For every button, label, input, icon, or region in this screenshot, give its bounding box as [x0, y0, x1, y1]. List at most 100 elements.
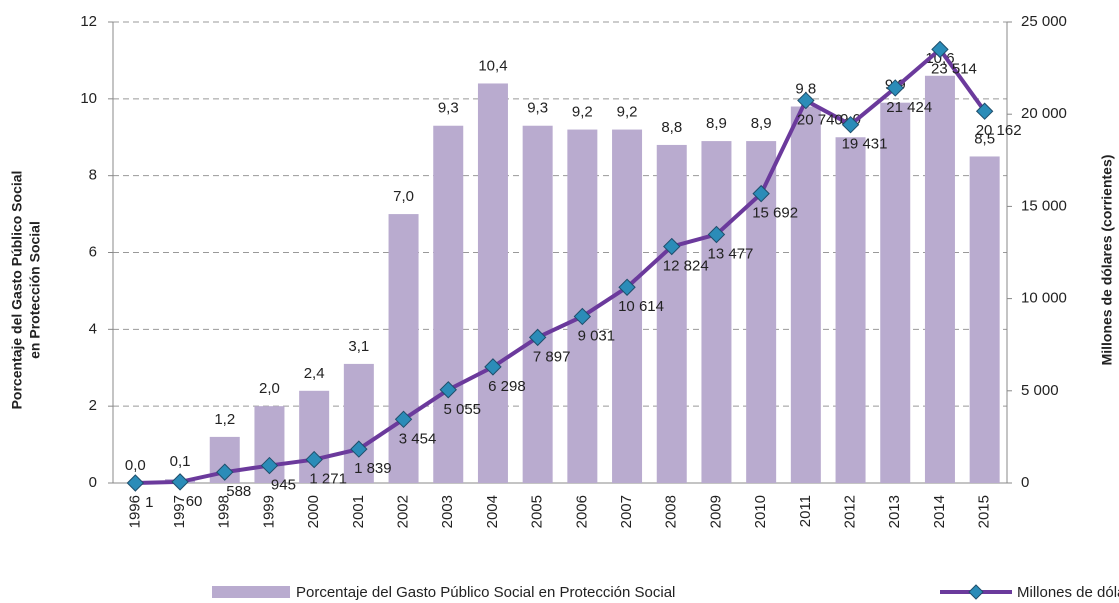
bar-value-label: 9,3 [527, 100, 548, 117]
y-tick-label: 10 [80, 90, 97, 107]
x-tick-label: 1997 [171, 495, 188, 528]
bar-value-label: 2,0 [259, 380, 280, 397]
x-tick-label: 2006 [573, 495, 590, 528]
line-marker [573, 307, 592, 326]
y-tick-label: 6 [89, 243, 97, 260]
x-tick-label: 2002 [395, 495, 412, 528]
y2-tick-label: 5 000 [1021, 382, 1059, 399]
line-value-label: 7 897 [533, 348, 571, 365]
line-value-label: 1 839 [354, 460, 392, 477]
line-marker [663, 237, 681, 256]
line-value-label: 20 162 [976, 122, 1022, 139]
bar [522, 125, 553, 483]
line-value-label: 5 055 [443, 401, 481, 418]
legend-swatch [968, 584, 984, 600]
line-value-label: 1 271 [309, 471, 347, 488]
x-tick-label: 2005 [529, 495, 546, 528]
bar [388, 214, 419, 484]
x-tick-label: 2000 [305, 495, 322, 528]
line-marker [618, 278, 636, 296]
bar [969, 156, 1000, 484]
line-value-label: 15 692 [752, 205, 798, 222]
bar-value-label: 2,4 [304, 365, 325, 382]
line-value-label: 21 424 [886, 99, 932, 116]
bar [924, 75, 955, 484]
y2-axis-title: Millones de dólares (corrientes) [1099, 155, 1115, 366]
bar-value-label: 8,9 [706, 115, 727, 132]
bar-value-label: 0,1 [170, 453, 191, 470]
x-tick-label: 2007 [618, 495, 635, 528]
line-marker [931, 40, 949, 59]
line-value-label: 20 740 [797, 112, 843, 129]
x-tick-label: 2004 [484, 495, 501, 528]
y-tick-label: 2 [89, 397, 97, 414]
line-marker [707, 225, 726, 244]
x-tick-label: 2003 [439, 495, 456, 528]
line-value-label: 1 [145, 494, 153, 511]
y2-tick-label: 15 000 [1021, 197, 1067, 214]
line-value-label: 588 [226, 483, 251, 500]
bar-value-label: 10,4 [478, 57, 507, 74]
bar [477, 83, 508, 483]
y-tick-label: 4 [89, 320, 97, 337]
line-marker [260, 456, 279, 475]
line-value-label: 6 298 [488, 378, 526, 395]
line-marker [528, 328, 547, 347]
line-value-label: 19 431 [842, 136, 888, 153]
line-value-label: 3 454 [399, 430, 437, 447]
y2-tick-label: 0 [1021, 474, 1029, 491]
legend-label: Millones de dólares [1017, 584, 1119, 601]
line-value-label: 23 514 [931, 60, 977, 77]
line-marker [305, 450, 323, 469]
line-marker [841, 115, 860, 134]
bar-value-label: 9,3 [438, 100, 459, 117]
bar [299, 390, 330, 483]
line-marker [797, 91, 815, 110]
bar [835, 137, 866, 483]
x-tick-label: 2008 [663, 495, 680, 528]
y-tick-label: 12 [80, 13, 97, 30]
line-value-label: 13 477 [708, 245, 754, 262]
x-tick-label: 2013 [886, 495, 903, 528]
line-value-label: 9 031 [578, 327, 616, 344]
bar-value-label: 3,1 [348, 338, 369, 355]
y-axis-title: en Protección Social [27, 221, 43, 359]
line-marker [171, 473, 189, 491]
x-tick-label: 2011 [797, 495, 814, 527]
x-tick-label: 1998 [216, 495, 233, 528]
y2-tick-label: 10 000 [1021, 290, 1067, 307]
line-value-label: 945 [271, 477, 296, 494]
bar-value-label: 7,0 [393, 188, 414, 205]
bar [612, 129, 643, 484]
x-tick-label: 2012 [842, 495, 859, 528]
legend-label: Porcentaje del Gasto Público Social en P… [296, 584, 675, 601]
bar-value-label: 8,8 [661, 119, 682, 136]
bar-value-label: 9,2 [572, 104, 593, 121]
bar-value-label: 8,5 [974, 130, 995, 147]
line-marker [484, 358, 502, 376]
y-axis-title: Porcentaje del Gasto Público Social [9, 171, 25, 410]
x-tick-label: 1999 [260, 495, 277, 528]
bar [790, 106, 821, 484]
line-value-label: 10 614 [618, 298, 664, 315]
x-tick-label: 1996 [126, 495, 143, 528]
line-marker [216, 463, 234, 481]
bar-value-label: 0,0 [125, 457, 146, 474]
line-marker [752, 184, 770, 203]
x-tick-label: 2010 [752, 495, 769, 528]
bar-value-label: 9,2 [617, 104, 638, 121]
y-tick-label: 0 [89, 474, 97, 491]
bar [567, 129, 598, 484]
x-tick-label: 2001 [350, 495, 367, 528]
line-value-label: 60 [186, 493, 203, 510]
y2-tick-label: 25 000 [1021, 13, 1067, 30]
x-tick-label: 2015 [976, 495, 993, 528]
legend-swatch [212, 586, 290, 598]
line-marker [126, 474, 145, 492]
line-marker [975, 102, 994, 120]
line-value-label: 12 824 [663, 257, 709, 274]
line-marker [394, 410, 413, 429]
bar [343, 363, 374, 483]
y-tick-label: 8 [89, 167, 97, 184]
